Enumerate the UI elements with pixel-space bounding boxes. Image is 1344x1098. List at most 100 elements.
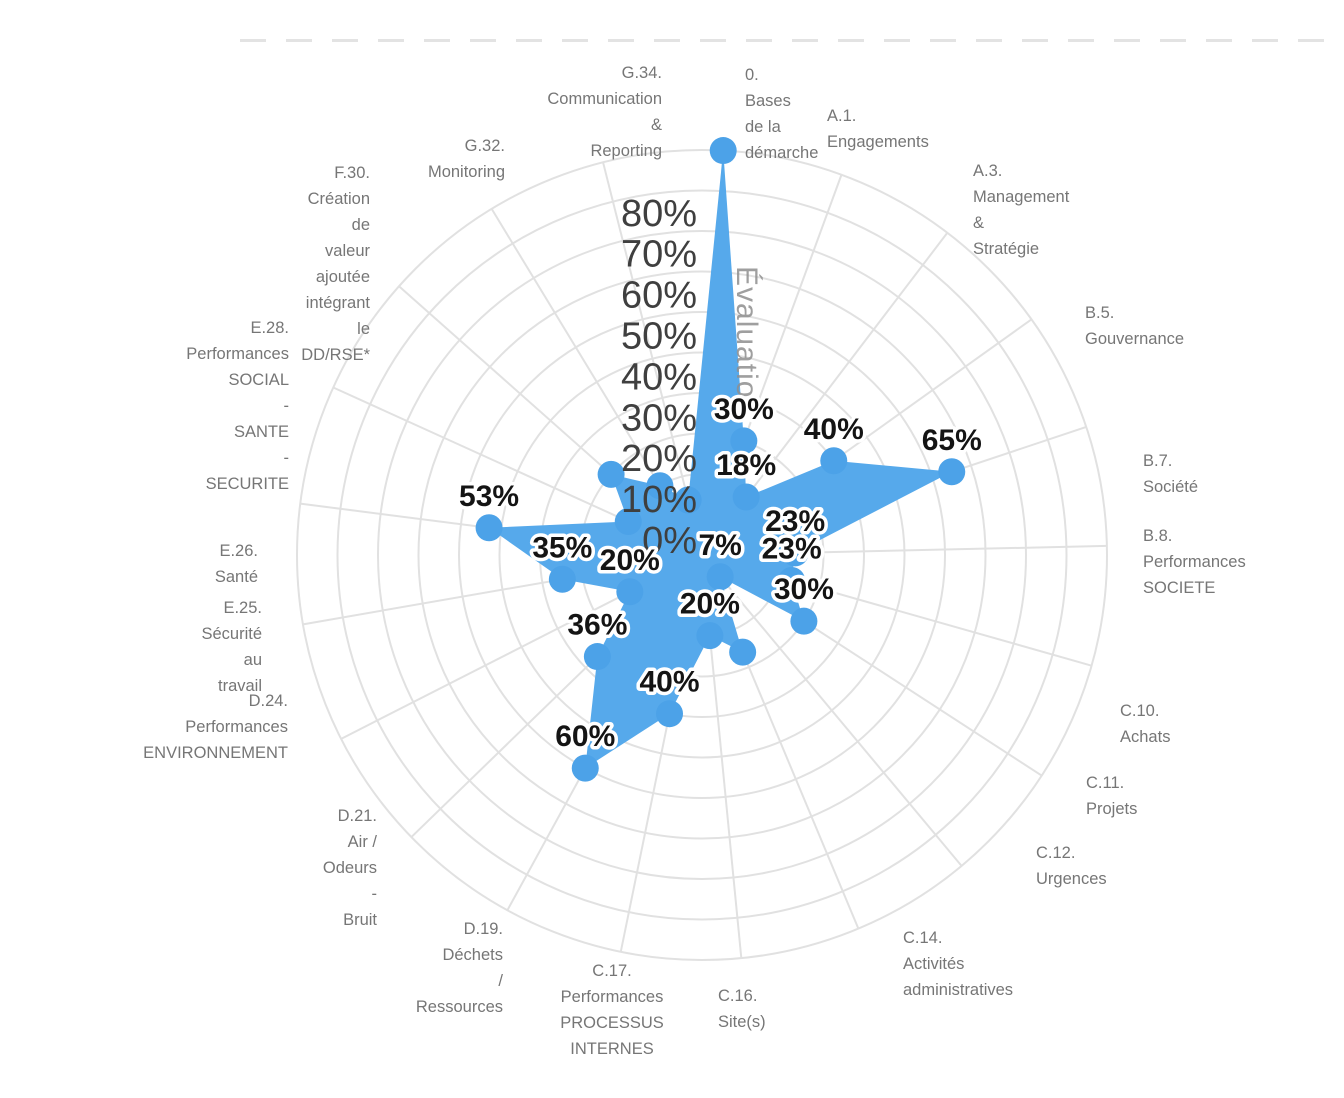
axis-label-line: Ressources [415, 998, 503, 1016]
data-point-0[interactable] [709, 137, 737, 165]
data-point-b7[interactable] [938, 458, 966, 486]
data-point-d21[interactable] [583, 643, 611, 671]
axis-label-d24: D.24. Performances ENVIRONNEMENT [143, 688, 288, 766]
data-point-b5[interactable] [820, 447, 848, 475]
data-point-c10[interactable] [778, 566, 806, 594]
axis-label-line: A.1. [827, 107, 857, 125]
data-point-b8[interactable] [781, 539, 809, 567]
axis-label-line: G.32. [464, 137, 505, 155]
grid-ring [458, 311, 946, 799]
data-point-e25[interactable] [548, 565, 576, 593]
axis-label-line: C.12. [1036, 844, 1076, 862]
axis-label-line: Performances [186, 345, 289, 363]
data-point-c14[interactable] [729, 638, 757, 666]
axis-label-line: Performances [1143, 553, 1246, 571]
axis-label-line: E.26. [219, 542, 258, 560]
axis-label-line: Management [973, 188, 1070, 206]
axis-label-line: B.8. [1143, 527, 1173, 545]
data-point-e28[interactable] [614, 508, 642, 536]
data-point-a3[interactable] [732, 483, 760, 511]
value-label-e26: 53% [459, 480, 519, 513]
axis-label-f30: F.30. Création de valeur ajoutée intégrant le D… [301, 160, 370, 368]
data-point-a1[interactable] [730, 427, 758, 455]
grid-ring [417, 270, 987, 840]
grid-ring [296, 149, 1108, 961]
axis-label-line: administratives [903, 981, 1014, 999]
radial-tick-label: 20% [621, 438, 697, 480]
axis-label-line: - [283, 449, 290, 467]
axis-label-line: travail [217, 677, 262, 695]
axis-label-line: Bruit [343, 911, 377, 929]
radial-tick-label: 80% [621, 193, 697, 235]
axis-label-0: 0. Bases de la démarche [745, 62, 818, 166]
data-point-g34[interactable] [674, 486, 702, 514]
data-point-c17[interactable] [656, 700, 684, 728]
axis-label-line: Activités [903, 955, 965, 973]
axis-label-line: - [283, 397, 290, 415]
axis-label-line: & [973, 214, 985, 232]
radial-tick-label: 40% [621, 356, 697, 398]
axis-label-b8: B.8. Performances SOCIETE [1143, 523, 1246, 601]
axis-label-line: B.5. [1085, 304, 1115, 322]
data-point-e26[interactable] [475, 514, 503, 542]
axis-label-c16: C.16. Site(s) [718, 983, 766, 1035]
axis-label-g32: G.32. Monitoring [428, 133, 505, 185]
axis-label-line: Projets [1086, 800, 1138, 818]
data-point-d19[interactable] [571, 754, 599, 782]
cropped-text-strip [240, 39, 1330, 42]
axis-label-line: C.14. [903, 929, 943, 947]
grid-ring [498, 351, 906, 759]
data-point-c11[interactable] [790, 607, 818, 635]
axis-label-line: Reporting [590, 142, 662, 160]
axis-label-line: au [243, 651, 262, 669]
axis-label-line: DD/RSE* [301, 346, 370, 364]
axis-label-line: Gouvernance [1085, 330, 1185, 348]
data-point-c12[interactable] [706, 563, 734, 591]
axis-label-line: Performances [185, 718, 288, 736]
value-axis-title: Évaluation [730, 266, 763, 416]
axis-label-line: Performances [560, 988, 664, 1006]
axis-label-line: Communication [547, 90, 662, 108]
axis-label-line: SECURITE [205, 475, 289, 493]
axis-label-line: D.19. [463, 920, 503, 938]
axis-label-c12: C.12. Urgences [1036, 840, 1107, 892]
value-label-d21: 36% [567, 609, 627, 642]
axis-label-line: Déchets [442, 946, 503, 964]
radial-tick-label: 30% [621, 397, 697, 439]
axis-label-line: C.10. [1120, 702, 1160, 720]
radial-tick-label: 0% [642, 520, 697, 562]
axis-label-c10: C.10. Achats [1120, 698, 1170, 750]
axis-label-line: Air / [347, 833, 377, 851]
data-point-c16[interactable] [696, 622, 724, 650]
axis-label-line: SOCIETE [1143, 579, 1216, 597]
axis-label-line: Bases [745, 92, 791, 110]
axis-label-line: A.3. [973, 162, 1003, 180]
value-label-c11: 30% [774, 573, 834, 606]
axis-label-line: valeur [325, 242, 370, 260]
axis-label-e25: E.25. Sécurité au travail [201, 595, 262, 699]
axis-label-line: ajoutée [315, 268, 370, 286]
data-point-d24[interactable] [616, 578, 644, 606]
axis-label-g34: G.34. Communication & Reporting [547, 60, 662, 164]
axis-label-line: B.7. [1143, 452, 1173, 470]
axis-label-line: Monitoring [427, 163, 505, 181]
axis-label-line: 0. [745, 66, 759, 84]
data-polygon[interactable] [489, 150, 952, 769]
axis-label-line: D.24. [248, 692, 288, 710]
value-label-d24: 20% [600, 544, 660, 577]
axis-label-line: / [498, 972, 503, 990]
axis-label-line: D.21. [337, 807, 377, 825]
value-label-c16: 20% [680, 588, 740, 621]
axis-label-line: Odeurs [322, 859, 377, 877]
axis-label-c14: C.14. Activités administratives [903, 925, 1013, 1003]
axis-label-c17: C.17. Performances PROCESSUS INTERNES [560, 958, 664, 1062]
axis-label-line: Sécurité [201, 625, 262, 643]
radial-tick-label: 70% [621, 234, 697, 276]
value-label-b7: 65% [922, 424, 982, 457]
axis-label-line: C.16. [718, 987, 758, 1005]
grid-spoke [701, 554, 963, 867]
data-point-f30[interactable] [597, 460, 625, 488]
data-point-g32[interactable] [646, 472, 674, 500]
